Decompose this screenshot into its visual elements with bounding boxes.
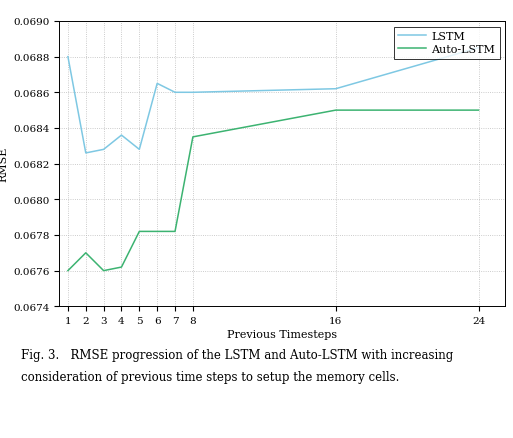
LSTM (154, 81, 160, 87)
LSTM (119, 133, 125, 138)
Auto-LSTM (83, 251, 89, 256)
Auto-LSTM (190, 135, 196, 140)
LSTM (332, 87, 339, 92)
Auto-LSTM (332, 108, 339, 113)
LSTM (190, 91, 196, 96)
X-axis label: Previous Timesteps: Previous Timesteps (227, 329, 337, 339)
Line: LSTM: LSTM (68, 49, 479, 154)
Y-axis label: RMSE: RMSE (0, 147, 9, 182)
LSTM (83, 151, 89, 156)
Auto-LSTM (101, 268, 107, 274)
Text: Fig. 3.   RMSE progression of the LSTM and Auto-LSTM with increasing: Fig. 3. RMSE progression of the LSTM and… (21, 348, 453, 361)
Legend: LSTM, Auto-LSTM: LSTM, Auto-LSTM (393, 28, 500, 60)
LSTM (172, 91, 178, 96)
LSTM (476, 46, 482, 51)
Auto-LSTM (119, 265, 125, 270)
Auto-LSTM (65, 268, 71, 274)
LSTM (101, 147, 107, 153)
Auto-LSTM (476, 108, 482, 113)
LSTM (136, 147, 143, 153)
Text: consideration of previous time steps to setup the memory cells.: consideration of previous time steps to … (21, 370, 399, 383)
Auto-LSTM (172, 229, 178, 234)
LSTM (65, 55, 71, 60)
Line: Auto-LSTM: Auto-LSTM (68, 111, 479, 271)
Auto-LSTM (136, 229, 143, 234)
Auto-LSTM (154, 229, 160, 234)
